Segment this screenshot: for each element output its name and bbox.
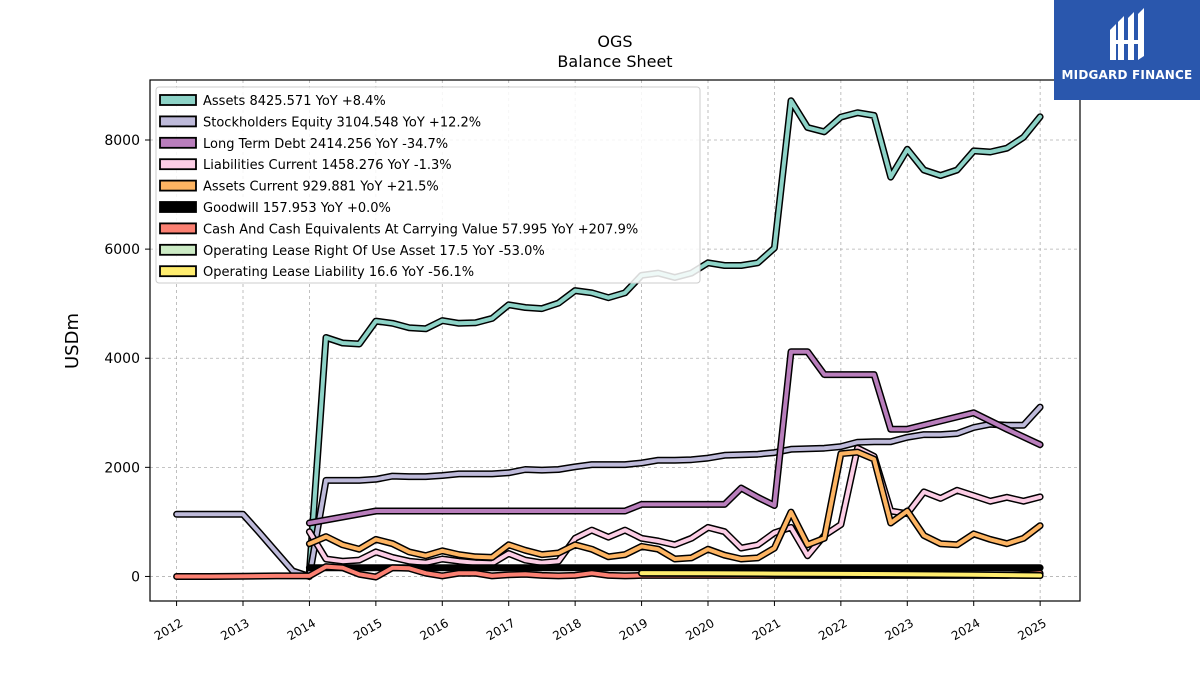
series-2: [305, 348, 1044, 527]
x-tick-label: 2016: [418, 616, 451, 643]
legend: Assets 8425.571 YoY +8.4% Stockholders Eq…: [155, 86, 701, 284]
legend-label: Long Term Debt 2414.256 YoY -34.7%: [203, 137, 448, 152]
x-tick-label: 2021: [750, 616, 783, 643]
x-tick-label: 2023: [883, 616, 916, 643]
legend-label: Operating Lease Liability 16.6 YoY -56.1…: [203, 265, 474, 280]
legend-label: Goodwill 157.953 YoY +0.0%: [203, 201, 391, 216]
logo-text: MIDGARD FINANCE: [1061, 68, 1193, 82]
x-tick-label: 2015: [351, 616, 384, 643]
y-tick-label: 2000: [104, 460, 140, 476]
y-tick-label: 8000: [104, 133, 140, 149]
x-tick-label: 2017: [484, 616, 517, 643]
legend-label: Assets Current 929.881 YoY +21.5%: [203, 180, 439, 195]
series-line: [639, 571, 1043, 578]
x-tick-label: 2013: [218, 616, 251, 643]
midgard-finance-logo: MIDGARD FINANCE: [1054, 0, 1200, 100]
legend-label: Liabilities Current 1458.276 YoY -1.3%: [203, 158, 452, 173]
series-line: [174, 405, 1043, 579]
x-tick-label: 2024: [949, 616, 982, 643]
legend-swatch: [159, 158, 197, 171]
y-axis-label: USDm: [62, 313, 83, 369]
legend-swatch: [159, 243, 197, 256]
series-3: [305, 444, 1044, 567]
legend-swatch: [159, 94, 197, 106]
chart-subtitle: Balance Sheet: [557, 52, 672, 71]
legend-label: Cash And Cash Equivalents At Carrying Va…: [203, 222, 638, 237]
legend-label: Operating Lease Right Of Use Asset 17.5 …: [203, 244, 545, 259]
midgard-logo-mark-icon: [1110, 8, 1144, 60]
chart-title: OGS: [597, 32, 632, 51]
legend-label: Stockholders Equity 3104.548 YoY +12.2%: [203, 115, 481, 130]
series-8: [638, 569, 1044, 579]
legend-swatch: [159, 201, 197, 213]
legend-swatch: [159, 222, 197, 235]
series-line: [307, 450, 1043, 561]
x-tick-label: 2019: [617, 616, 650, 643]
legend-swatch: [159, 136, 197, 149]
series-4: [305, 448, 1044, 563]
series-lines: [173, 97, 1044, 581]
y-tick-label: 6000: [104, 242, 140, 258]
x-tick-label: 2012: [152, 616, 185, 643]
legend-box: [155, 86, 701, 284]
x-tick-label: 2014: [285, 616, 318, 643]
x-tick-label: 2025: [1015, 616, 1048, 643]
y-tick-label: 0: [131, 569, 140, 585]
legend-swatch: [159, 179, 197, 192]
series-line: [307, 349, 1043, 525]
x-tick-label: 2022: [816, 616, 849, 643]
x-tick-label: 2020: [683, 616, 716, 643]
series-line: [307, 446, 1043, 566]
legend-swatch: [159, 115, 197, 128]
legend-swatch: [159, 265, 197, 278]
x-tick-label: 2018: [550, 616, 583, 643]
plot-frame: [149, 79, 1081, 602]
series-line-outline: [173, 403, 1044, 580]
legend-label: Assets 8425.571 YoY +8.4%: [203, 94, 386, 109]
y-tick-label: 4000: [104, 351, 140, 367]
series-1: [173, 403, 1044, 580]
